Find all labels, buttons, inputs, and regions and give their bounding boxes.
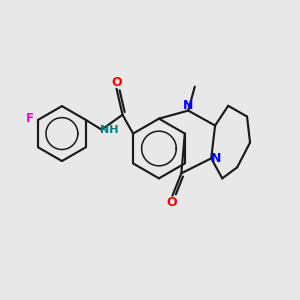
Text: NH: NH — [100, 125, 119, 135]
Text: O: O — [111, 76, 122, 89]
Text: N: N — [183, 99, 194, 112]
Text: O: O — [167, 196, 177, 209]
Text: N: N — [211, 152, 221, 165]
Text: F: F — [26, 112, 34, 125]
